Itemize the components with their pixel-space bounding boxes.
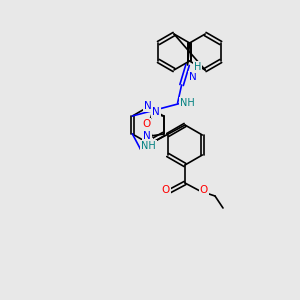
Text: O: O xyxy=(142,119,150,129)
Text: N: N xyxy=(143,131,151,141)
Text: H: H xyxy=(194,62,201,72)
Text: O: O xyxy=(162,185,170,195)
Text: NH: NH xyxy=(180,98,195,108)
Text: N: N xyxy=(144,101,152,111)
Text: N: N xyxy=(152,107,160,117)
Text: N: N xyxy=(144,139,152,149)
Text: NH: NH xyxy=(141,141,156,151)
Text: N: N xyxy=(189,72,196,82)
Text: O: O xyxy=(200,185,208,195)
